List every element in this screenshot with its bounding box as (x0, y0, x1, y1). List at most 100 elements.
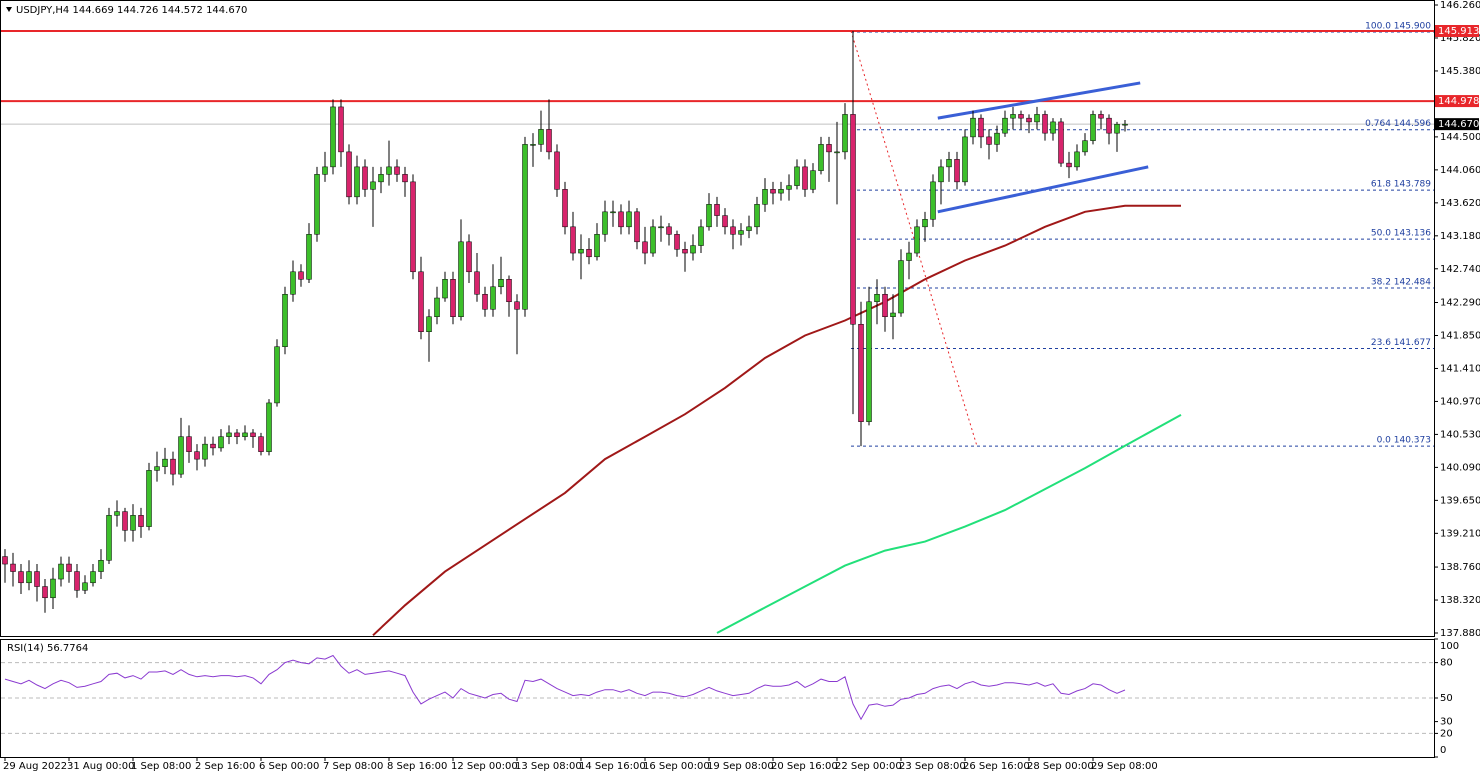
x-tick-label: 19 Sep 08:00 (707, 761, 774, 772)
candle-body (562, 189, 568, 228)
y-tick-label: 143.180 (1440, 231, 1480, 242)
candle-body (410, 181, 416, 273)
fib-anchor-line (850, 30, 978, 447)
y-tick-label: 144.060 (1440, 165, 1480, 176)
candle-body (226, 432, 232, 437)
current-price-label: 144.670 (1438, 119, 1479, 130)
candle-body (1050, 121, 1056, 134)
y-tick-label: 142.290 (1440, 298, 1480, 309)
candle-body (1010, 114, 1016, 119)
candle-body (618, 211, 624, 228)
candle-body (954, 159, 960, 183)
candle-body (426, 316, 432, 332)
x-tick-label: 8 Sep 16:00 (387, 761, 447, 772)
candle-body (450, 279, 456, 318)
candle-body (770, 189, 776, 194)
candle-body (490, 286, 496, 310)
candle-body (130, 515, 136, 531)
candle-body (626, 211, 632, 228)
candle-body (850, 114, 856, 325)
candle-body (458, 241, 464, 318)
candle-body (810, 170, 816, 190)
x-tick-label: 13 Sep 08:00 (515, 761, 582, 772)
candle-body (1042, 114, 1048, 134)
candle-body (522, 144, 528, 310)
candle-body (466, 241, 472, 273)
candle-body (2, 556, 8, 565)
candle-body (138, 515, 144, 527)
candle-body (82, 582, 88, 591)
candle-body (1090, 114, 1096, 141)
symbol-icon (6, 7, 12, 12)
rsi-tick-label: 100 (1440, 641, 1459, 652)
y-tick-label: 140.530 (1440, 429, 1480, 440)
fib-label: 38.2 142.484 (1371, 277, 1431, 287)
candle-body (914, 226, 920, 254)
candle-body (898, 260, 904, 314)
resistance-label-bg (1435, 95, 1479, 108)
candle-body (346, 151, 352, 198)
trendline (937, 81, 1141, 120)
candle-body (978, 117, 984, 138)
x-tick-label: 1 Sep 08:00 (131, 761, 191, 772)
y-tick-label: 141.850 (1440, 330, 1480, 341)
candle-body (906, 252, 912, 261)
x-tick-label: 29 Sep 08:00 (1091, 761, 1158, 772)
candle-body (282, 294, 288, 347)
candle-body (818, 144, 824, 171)
candle-body (1026, 117, 1032, 123)
candle-body (594, 234, 600, 258)
fib-label: 23.6 141.677 (1371, 338, 1431, 348)
candle-body (42, 586, 48, 599)
x-tick-label: 31 Aug 00:00 (67, 761, 134, 772)
candle-body (338, 106, 344, 153)
candle-body (698, 226, 704, 246)
rsi-tick-label: 80 (1440, 658, 1453, 669)
candle-body (714, 204, 720, 216)
y-tick-label: 138.760 (1440, 562, 1480, 573)
y-tick-label: 137.880 (1440, 628, 1480, 639)
candle-body (434, 297, 440, 318)
candle-body (690, 245, 696, 254)
candle-body (1002, 117, 1008, 134)
rsi-tick-label: 50 (1440, 693, 1453, 704)
candle-body (970, 117, 976, 138)
candle-body (474, 271, 480, 295)
candle-body (266, 402, 272, 452)
candle-body (90, 571, 96, 584)
fib-label: 0.764 144.596 (1365, 119, 1431, 129)
candle-body (610, 211, 616, 214)
candle-body (50, 578, 56, 599)
candle-body (178, 436, 184, 475)
x-tick-label: 16 Sep 00:00 (643, 761, 710, 772)
candle-body (162, 458, 168, 467)
candle-body (786, 185, 792, 190)
candle-body (10, 563, 16, 572)
x-tick-label: 29 Aug 2022 (3, 761, 67, 772)
y-tick-label: 145.380 (1440, 66, 1480, 77)
y-tick-label: 140.090 (1440, 462, 1480, 473)
candle-body (1058, 121, 1064, 164)
rsi-tick-label: 0 (1440, 745, 1446, 756)
candle-body (922, 219, 928, 228)
resistance-label: 144.978 (1438, 96, 1479, 107)
candle-body (330, 106, 336, 168)
candle-body (514, 301, 520, 310)
y-tick-label: 138.320 (1440, 595, 1480, 606)
candle-body (1082, 140, 1088, 153)
candle-body (930, 181, 936, 220)
candle-body (986, 136, 992, 145)
main-frame (0, 0, 1435, 637)
y-tick-label: 143.620 (1440, 198, 1480, 209)
candle-body (858, 323, 864, 422)
candle-body (170, 458, 176, 475)
x-tick-label: 12 Sep 00:00 (451, 761, 518, 772)
candle-body (762, 189, 768, 205)
y-tick-label: 139.650 (1440, 495, 1480, 506)
trendline (937, 165, 1149, 214)
candle-body (298, 271, 304, 280)
candle-body (746, 226, 752, 231)
x-tick-label: 20 Sep 16:00 (771, 761, 838, 772)
candle-body (402, 174, 408, 183)
